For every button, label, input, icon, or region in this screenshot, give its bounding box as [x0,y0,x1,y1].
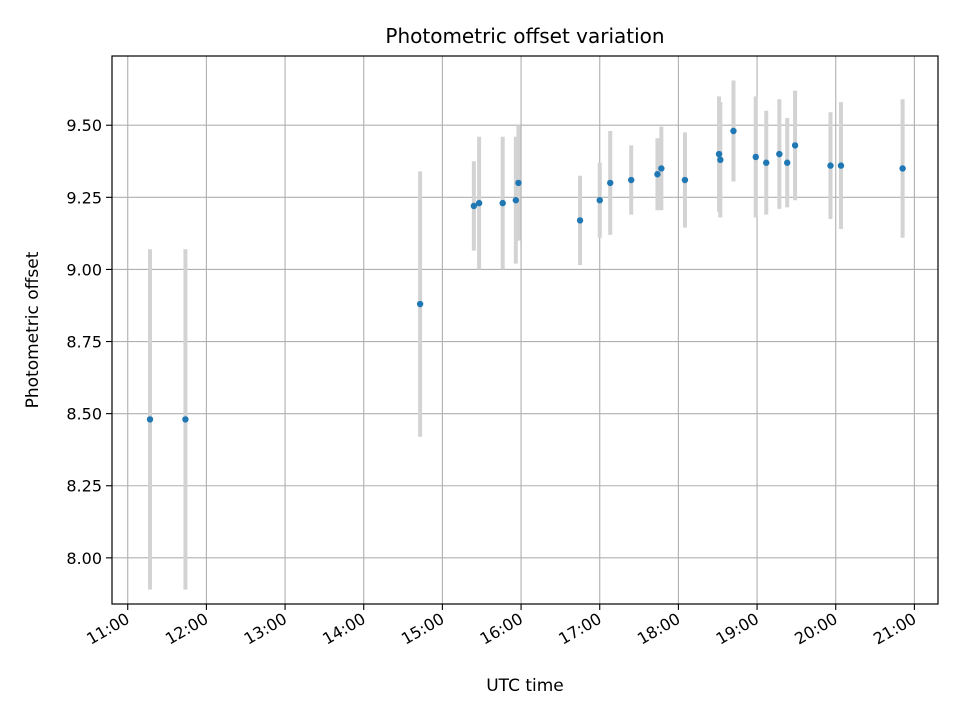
data-point [654,171,661,178]
data-point [182,416,189,423]
y-tick-label: 8.00 [66,549,102,568]
data-point [475,199,483,207]
data-point [784,159,791,166]
y-axis-title: Photometric offset [23,251,43,408]
data-point [658,165,665,172]
data-points [146,127,906,423]
data-point [752,153,759,161]
data-point [717,156,724,164]
y-tick-label: 8.25 [66,477,102,496]
data-point [607,179,614,187]
data-point [470,202,478,210]
data-point [576,217,584,224]
data-point [715,150,723,158]
y-tick-label: 9.25 [66,188,102,207]
data-point [730,127,737,135]
y-tick-label: 8.75 [66,333,102,352]
data-point [763,159,770,166]
y-tick-label: 9.00 [66,260,102,279]
y-axis: 8.00 8.25 8.50 8.75 9.00 9.25 9.50 [66,116,112,568]
data-point [596,197,603,204]
data-point [899,165,906,172]
x-axis-title: UTC time [486,676,564,696]
plot-frame [111,55,939,605]
data-point [776,150,783,158]
data-point [146,416,154,423]
grid [112,56,938,604]
y-tick-label: 8.50 [66,405,102,424]
y-tick-label: 9.50 [66,116,102,135]
data-point [416,300,424,308]
data-point [515,179,522,187]
data-point [837,162,845,169]
data-point [681,176,689,184]
data-point [512,197,520,204]
data-point [499,199,506,207]
data-point [628,176,635,184]
data-point [827,162,834,169]
data-point [791,142,799,149]
chart-title: Photometric offset variation [385,24,664,48]
